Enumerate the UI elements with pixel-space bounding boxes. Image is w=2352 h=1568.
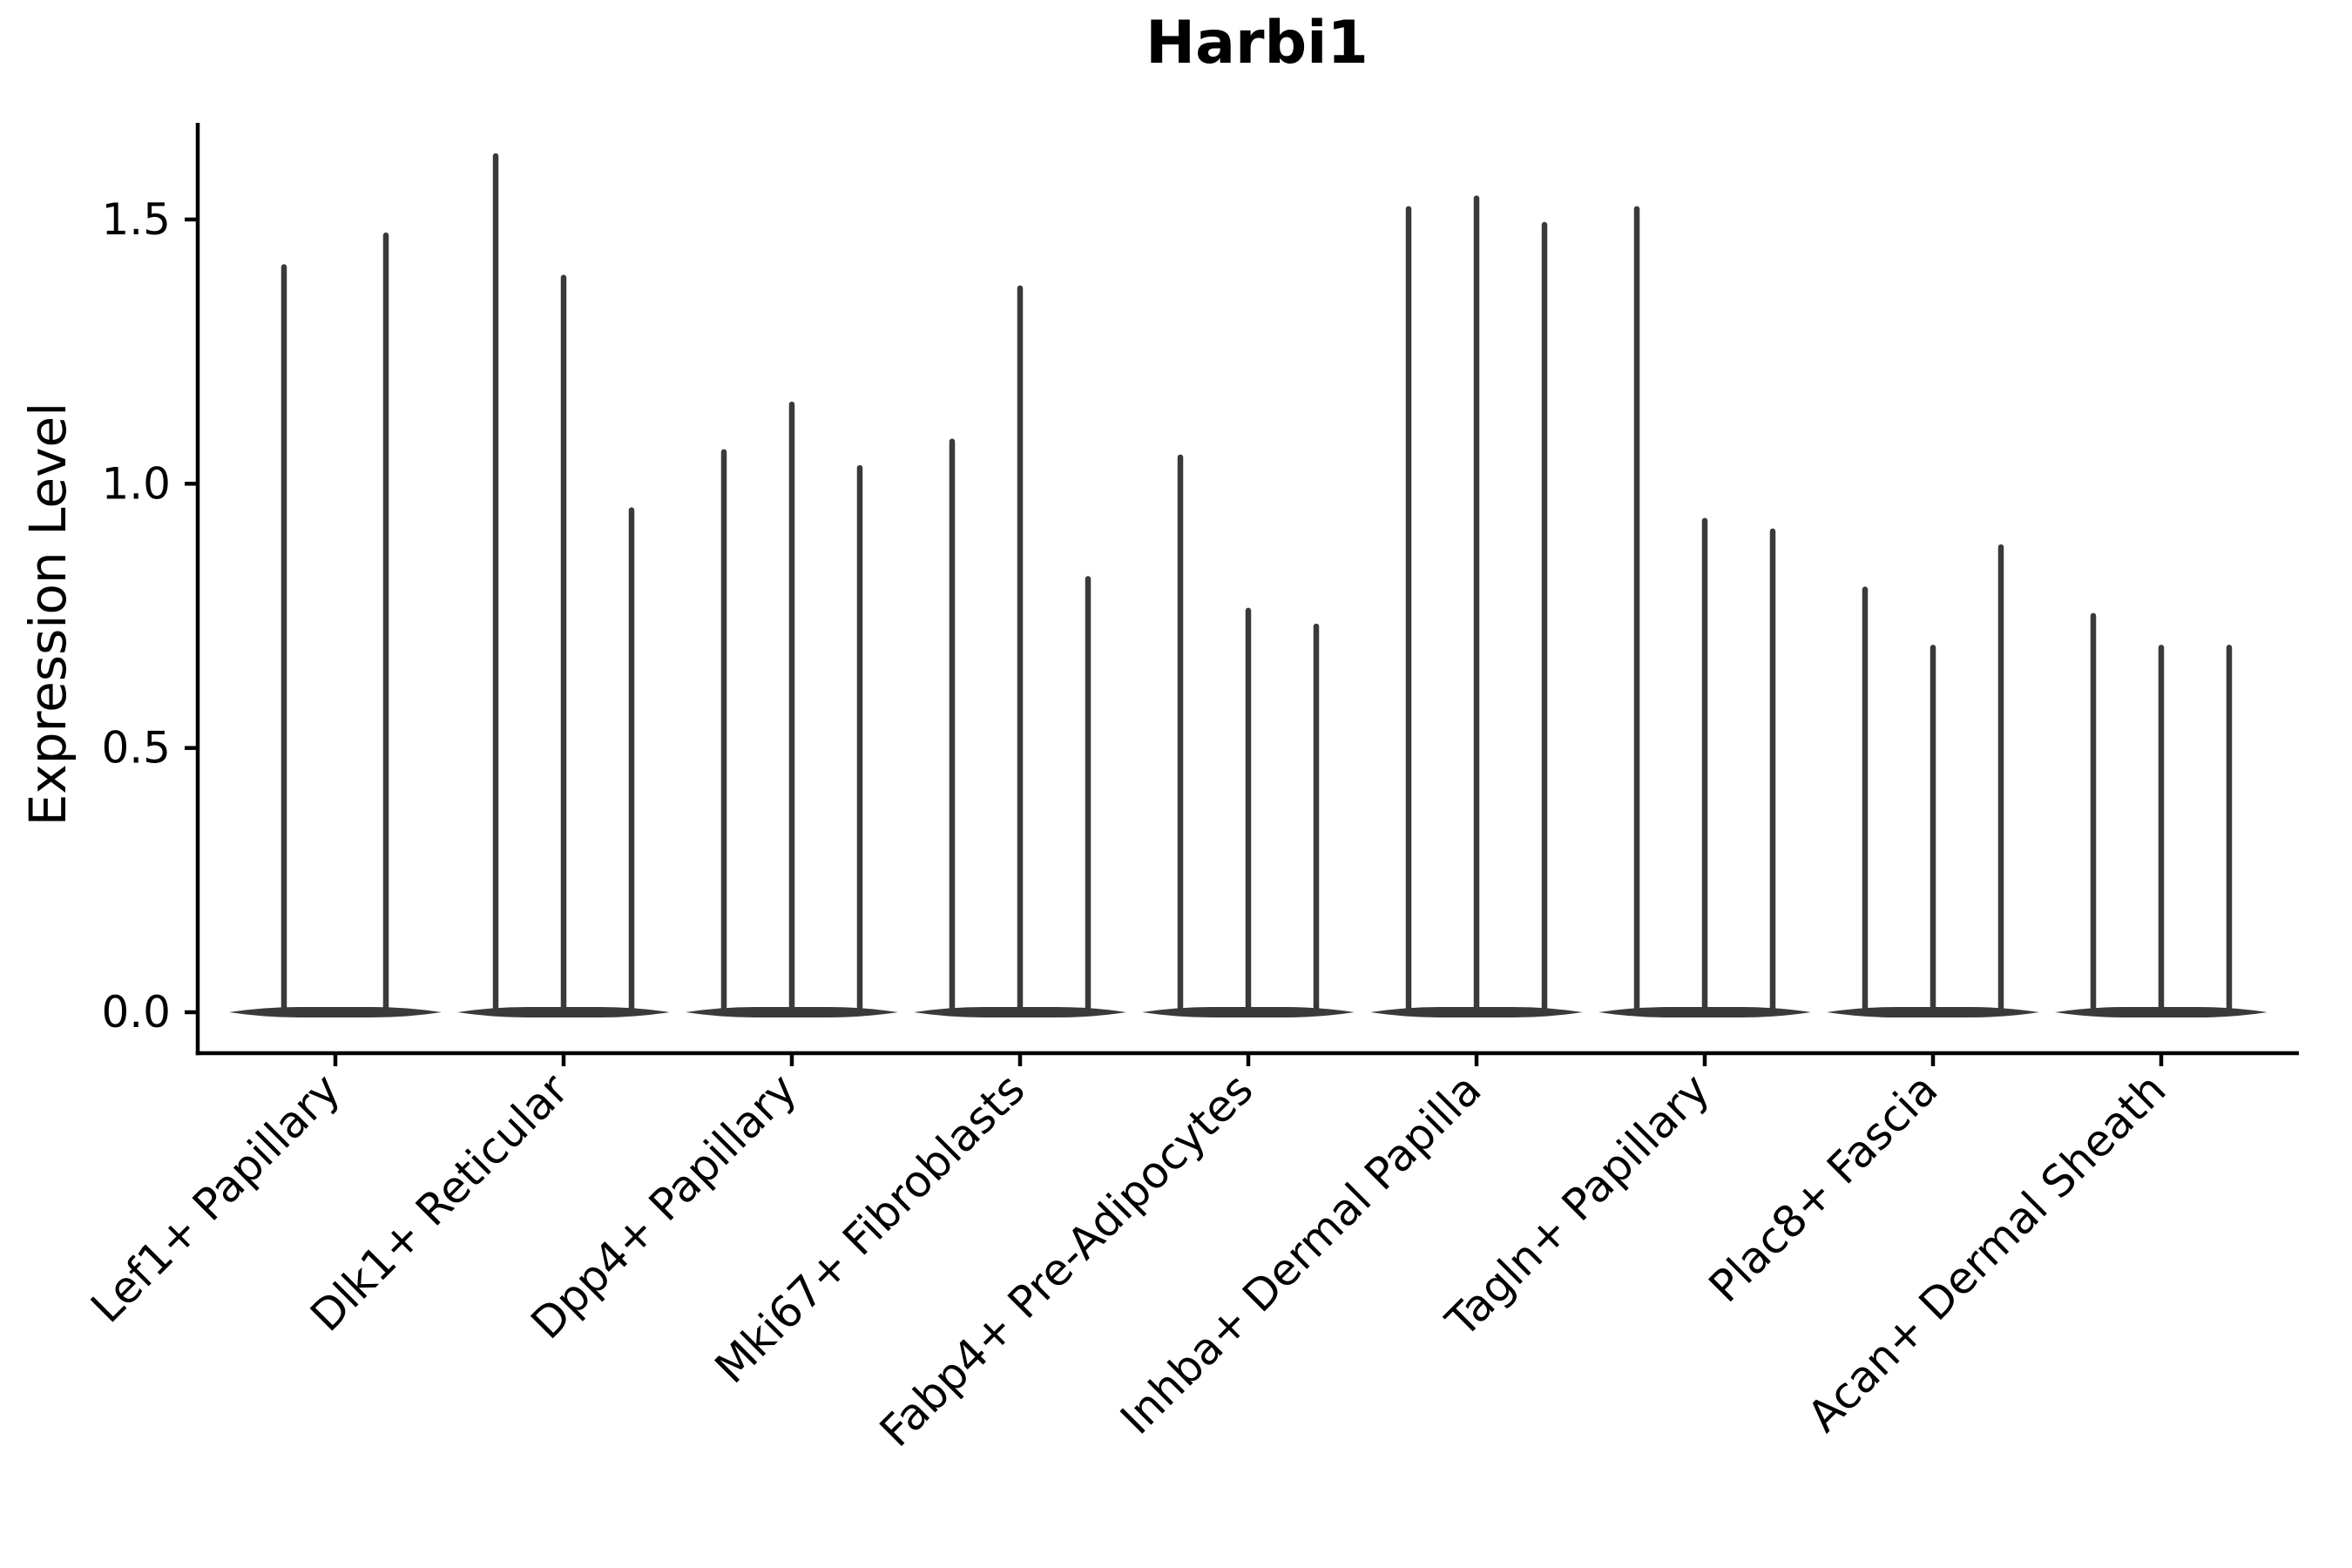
violins xyxy=(229,152,2268,1017)
y-axis-label: Expression Level xyxy=(18,402,78,826)
y-tick-label: 0.0 xyxy=(101,987,171,1037)
violin-group xyxy=(457,152,670,1017)
violin-group xyxy=(686,402,898,1017)
y-tick-label: 1.5 xyxy=(101,194,171,245)
x-tick-label: Fabp4+ Pre-Adipocytes xyxy=(870,1064,1263,1456)
violin-group xyxy=(1370,195,1583,1017)
x-tick-label: Plac8+ Fascia xyxy=(1700,1064,1948,1312)
y-tick-labels: 0.0 0.5 1.0 1.5 xyxy=(101,194,171,1037)
violin-group xyxy=(1598,206,1811,1017)
violin-base xyxy=(229,1007,442,1017)
y-tick-label: 0.5 xyxy=(101,723,171,774)
violin-group xyxy=(914,285,1126,1017)
x-tick-label: Inhba+ Dermal Papilla xyxy=(1111,1064,1490,1443)
violin-group xyxy=(229,232,442,1017)
y-tick-label: 1.0 xyxy=(101,458,171,509)
violin-group xyxy=(2055,612,2268,1017)
violin-group xyxy=(1827,544,2039,1017)
chart-title: Harbi1 xyxy=(1146,9,1369,78)
axes xyxy=(185,123,2299,1066)
violin-group xyxy=(1142,454,1355,1017)
x-tick-label: Lef1+ Papillary xyxy=(81,1064,349,1332)
